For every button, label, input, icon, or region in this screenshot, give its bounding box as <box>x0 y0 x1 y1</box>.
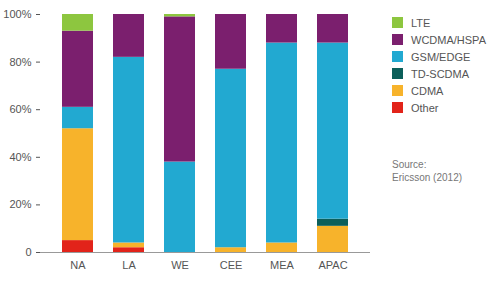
html-text:Source: Ericsson (2012): Source: Ericsson (2012) <box>392 159 462 183</box>
svg-text:LA: LA <box>122 259 136 271</box>
svg-text:NA: NA <box>70 259 86 271</box>
svg-text:APAC: APAC <box>318 259 347 271</box>
svg-text:0: 0 <box>25 246 31 258</box>
svg-text:60%: 60% <box>9 103 31 115</box>
html-text:TD-SCDMA: TD-SCDMA <box>411 67 470 80</box>
svg-text:MEA: MEA <box>270 259 295 271</box>
svg-text:CEE: CEE <box>220 259 243 271</box>
html-text:LTE: LTE <box>411 16 431 29</box>
html-text:CDMA: CDMA <box>411 84 444 97</box>
svg-text:100%: 100% <box>3 8 31 20</box>
html-text:GSM/EDGE: GSM/EDGE <box>411 50 471 63</box>
html-text:WCDMA/HSPA: WCDMA/HSPA <box>411 33 486 46</box>
svg-text:20%: 20% <box>9 198 31 210</box>
svg-text:40%: 40% <box>9 151 31 163</box>
svg-text:WE: WE <box>171 259 189 271</box>
html-text:Other: Other <box>411 101 439 114</box>
svg-text:80%: 80% <box>9 56 31 68</box>
